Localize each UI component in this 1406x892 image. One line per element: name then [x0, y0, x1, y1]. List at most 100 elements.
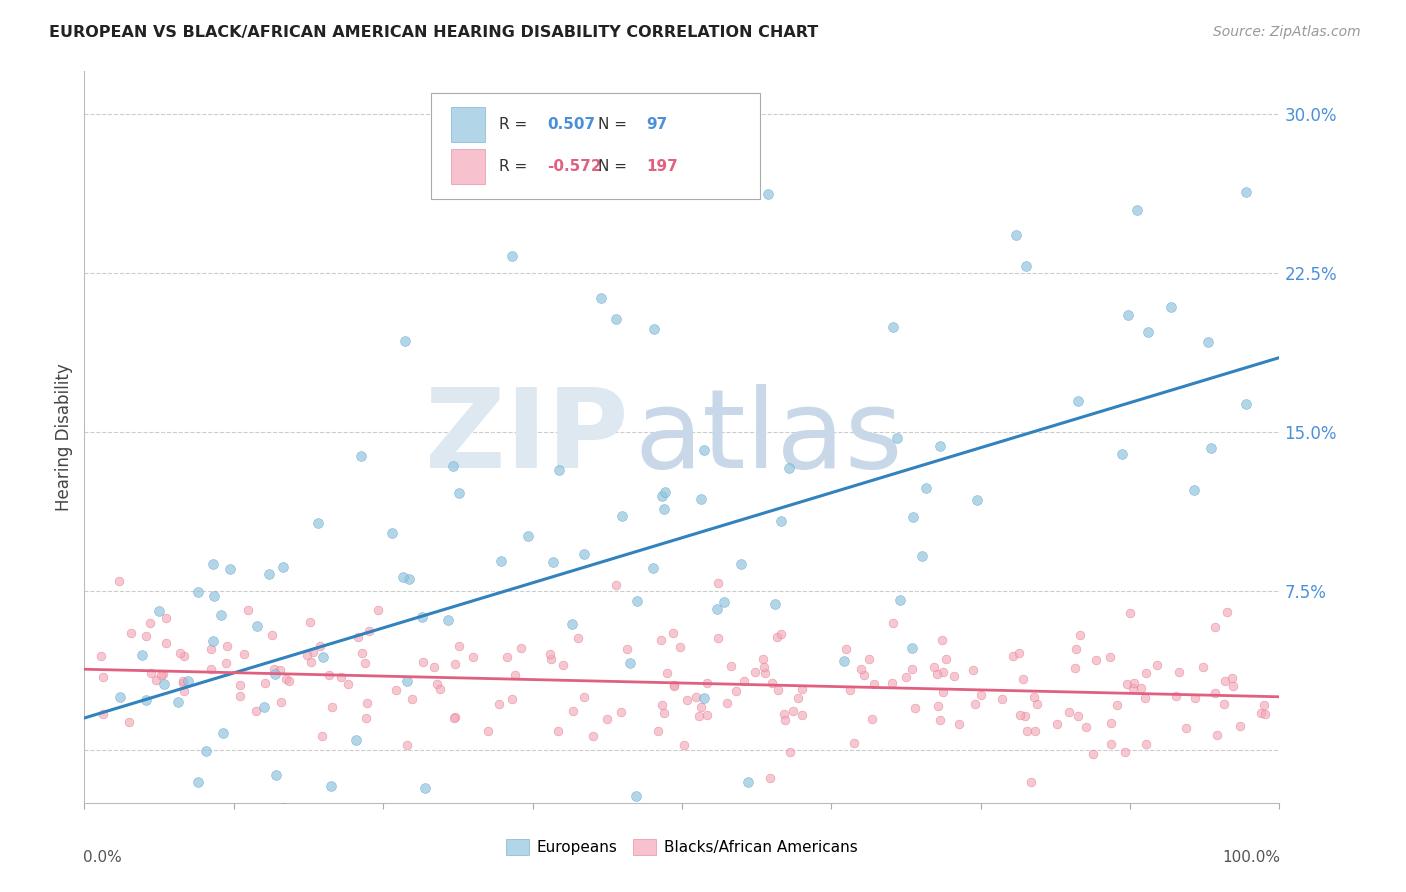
Point [706, 602, 728, 616]
Point [790, 682, 813, 697]
Point [253, 699, 276, 714]
Point [122, 844, 145, 858]
Point [547, 463, 569, 477]
Point [1014, 709, 1036, 723]
Point [651, 698, 673, 713]
Point [1222, 679, 1244, 693]
Point [311, 730, 333, 744]
Point [429, 682, 451, 697]
Point [155, 636, 177, 650]
Point [1135, 737, 1157, 751]
Text: ZIP: ZIP [425, 384, 628, 491]
Point [763, 597, 786, 611]
Text: atlas: atlas [634, 384, 903, 491]
Point [1116, 309, 1139, 323]
Point [1146, 657, 1168, 672]
Point [752, 660, 775, 674]
Point [269, 663, 291, 677]
Point [271, 559, 294, 574]
Point [1213, 674, 1236, 689]
Point [832, 654, 855, 668]
Text: N =: N = [599, 117, 633, 132]
Point [863, 677, 886, 691]
Point [449, 639, 471, 653]
Point [91, 670, 114, 684]
Point [124, 850, 146, 864]
Point [927, 699, 949, 714]
Text: Source: ZipAtlas.com: Source: ZipAtlas.com [1213, 25, 1361, 39]
Point [676, 693, 699, 707]
Point [302, 645, 325, 659]
Point [201, 557, 224, 571]
Point [344, 733, 367, 747]
Point [264, 667, 287, 681]
Point [770, 627, 793, 641]
Point [589, 291, 612, 305]
Point [787, 691, 810, 706]
Text: 0.0%: 0.0% [83, 850, 122, 865]
Point [894, 669, 917, 683]
Point [392, 570, 415, 584]
Point [1129, 681, 1152, 696]
Point [318, 668, 340, 682]
Point [547, 724, 569, 739]
Point [650, 633, 672, 648]
Point [425, 677, 447, 691]
Point [236, 603, 259, 617]
Text: N =: N = [599, 159, 633, 174]
Point [693, 442, 716, 457]
Text: R =: R = [499, 159, 533, 174]
Point [336, 677, 359, 691]
Point [572, 547, 595, 561]
Point [278, 674, 301, 689]
Point [1175, 721, 1198, 735]
Point [1111, 447, 1133, 461]
Point [1081, 747, 1104, 761]
Point [1114, 745, 1136, 759]
Point [401, 692, 423, 706]
Point [1137, 326, 1160, 340]
Point [778, 460, 800, 475]
Point [262, 628, 284, 642]
Point [271, 801, 294, 815]
Point [177, 673, 200, 688]
Point [638, 126, 661, 140]
Point [1024, 723, 1046, 738]
Point [696, 708, 718, 723]
Point [948, 717, 970, 731]
Point [1064, 642, 1087, 657]
Point [651, 489, 673, 503]
Point [1204, 620, 1226, 634]
Point [505, 668, 527, 682]
Point [851, 662, 873, 676]
Point [195, 744, 218, 758]
Point [1234, 185, 1257, 199]
Point [932, 665, 955, 680]
Point [517, 529, 540, 543]
Point [538, 648, 561, 662]
Point [187, 774, 209, 789]
Point [1168, 665, 1191, 679]
Point [1026, 697, 1049, 711]
Point [707, 631, 730, 645]
Point [730, 557, 752, 571]
Point [1046, 716, 1069, 731]
Point [662, 678, 685, 692]
Point [145, 673, 167, 688]
Point [853, 668, 876, 682]
Point [1099, 737, 1122, 751]
Point [991, 692, 1014, 706]
Point [1005, 227, 1028, 242]
Point [605, 312, 627, 326]
Point [356, 696, 378, 710]
Point [1184, 690, 1206, 705]
Point [882, 319, 904, 334]
Point [654, 484, 676, 499]
Point [1254, 706, 1277, 721]
Point [437, 614, 460, 628]
Point [901, 509, 924, 524]
Point [367, 602, 389, 616]
Point [761, 676, 783, 690]
Point [245, 704, 267, 718]
Point [773, 706, 796, 721]
